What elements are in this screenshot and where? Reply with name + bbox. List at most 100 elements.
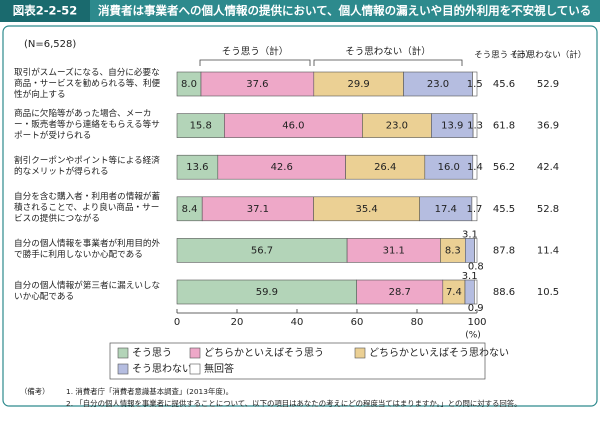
bar-segment — [176, 154, 219, 180]
value-label: 31.1 — [383, 245, 405, 256]
bar-segment — [224, 113, 363, 138]
value-label: 59.9 — [256, 287, 278, 298]
bar-segment — [356, 279, 444, 305]
bracket-label: そう思わない（計） — [345, 46, 431, 58]
value-label: 8.3 — [445, 245, 461, 256]
x-unit: (%) — [465, 331, 481, 341]
bracket — [199, 59, 311, 66]
legend-label: 無回答 — [204, 362, 234, 375]
bar-segment — [176, 279, 357, 305]
header-label-box — [0, 0, 90, 22]
bracket-label: そう思う（計） — [222, 46, 289, 58]
total-value: 42.4 — [537, 162, 559, 173]
value-label: 17.4 — [435, 204, 457, 215]
category-label: 自分の個人情報が第三者に漏えいしないか心配である — [14, 281, 161, 302]
value-label: 3.1 — [462, 271, 478, 282]
category-label: 自分を含む購入者・利用者の情報が蓄積されることで、より良い商品・サービスの提供に… — [14, 192, 161, 225]
total-value: 88.6 — [493, 287, 515, 298]
total-value: 11.4 — [537, 245, 559, 256]
bar-segment — [176, 71, 202, 97]
value-label: 35.4 — [355, 204, 377, 215]
value-label: 1.4 — [467, 162, 483, 173]
totals-header: そう思わない（計） — [510, 50, 587, 61]
bar-segment — [472, 71, 478, 97]
value-label: 16.0 — [438, 162, 460, 173]
total-value: 87.8 — [493, 245, 515, 256]
total-value: 52.9 — [537, 79, 559, 90]
bar-segment — [472, 113, 478, 138]
bar-segment — [464, 279, 475, 305]
legend-label: そう思わない — [132, 363, 192, 375]
legend-box — [109, 342, 486, 380]
total-value: 36.9 — [537, 121, 559, 132]
total-value: 56.2 — [493, 162, 515, 173]
value-label: 46.0 — [282, 121, 304, 132]
x-tick-label: 20 — [231, 317, 244, 328]
bar-segment — [431, 113, 474, 138]
note-item: 2. 「自分の個人情報を事業者に提供することについて、以下の項目はあなたの考えに… — [66, 399, 522, 408]
value-label: 7.4 — [446, 287, 462, 298]
legend-swatch — [189, 363, 201, 375]
total-value: 45.6 — [493, 79, 515, 90]
bar-segment — [403, 71, 473, 97]
x-tick-label: 40 — [291, 317, 304, 328]
value-label: 23.0 — [386, 121, 408, 132]
value-label: 29.9 — [348, 79, 370, 90]
bar-segment — [440, 238, 466, 263]
legend-label: どちらかといえばそう思わない — [369, 347, 509, 359]
bar-segment — [362, 113, 432, 138]
sample-note: (N=6,528) — [24, 39, 76, 50]
x-tick-label: 60 — [351, 317, 364, 328]
chart-frame — [2, 25, 598, 407]
category-label: 割引クーポンやポイント等による経済的なメリットが得られる — [14, 156, 160, 178]
value-label: 28.7 — [389, 287, 411, 298]
total-value: 52.8 — [537, 204, 559, 215]
value-label: 1.3 — [467, 121, 483, 132]
legend-label: どちらかといえばそう思う — [204, 347, 324, 359]
header-bar — [0, 0, 600, 22]
category-label: 取引がスムーズになる、自分に必要な商品・サービスを勧められる等、利便性が向上する — [14, 67, 161, 100]
bar-segment — [346, 238, 441, 263]
bar-segment — [200, 71, 315, 97]
bar-segment — [464, 238, 475, 263]
value-label: 15.8 — [190, 121, 212, 132]
value-label: 23.0 — [427, 79, 449, 90]
value-label: 37.6 — [246, 79, 268, 90]
bar-segment — [201, 196, 314, 222]
bar-segment — [419, 196, 473, 222]
total-value: 45.5 — [493, 204, 515, 215]
notes-label: （備考） — [20, 387, 50, 396]
value-label: 56.7 — [251, 245, 273, 256]
bar-segment — [176, 113, 225, 138]
header-label: 図表2-2-52 — [13, 4, 78, 18]
value-label: 8.0 — [181, 79, 197, 90]
category-label: 商品に欠陥等があった場合、メーカー・販売者等から連絡をもらえる等サポートが受けら… — [14, 109, 160, 142]
value-label: 1.7 — [466, 204, 482, 215]
value-label: 26.4 — [374, 162, 396, 173]
value-label: 3.1 — [462, 229, 478, 240]
legend-label: そう思う — [132, 347, 172, 359]
note-item: 1. 消費者庁「消費者意識基本調査」(2013年度)。 — [66, 387, 234, 396]
value-label: 13.6 — [186, 162, 208, 173]
legend-swatch — [117, 347, 129, 359]
value-label: 1.5 — [467, 79, 483, 90]
value-label: 37.1 — [247, 204, 269, 215]
bar-segment — [217, 154, 346, 180]
header-title: 消費者は事業者への個人情報の提供において、個人情報の漏えいや目的外利用を不安視し… — [98, 4, 591, 18]
bar-segment — [474, 238, 478, 263]
totals-header: そう思う（計） — [474, 50, 534, 61]
bar-segment — [313, 71, 404, 97]
x-tick-label: 0 — [174, 317, 180, 328]
bar-segment — [471, 196, 478, 222]
bar-segment — [473, 279, 478, 305]
value-label: 13.9 — [441, 121, 463, 132]
legend-swatch — [354, 347, 366, 359]
value-label: 0.9 — [468, 303, 484, 314]
legend-swatch — [117, 363, 129, 375]
bar-segment — [472, 154, 478, 180]
bar-segment — [345, 154, 426, 180]
value-label: 42.6 — [271, 162, 293, 173]
x-tick-label: 100 — [467, 317, 486, 328]
category-label: 自分の個人情報を事業者が利用目的外で勝手に利用しないか心配である — [14, 239, 161, 261]
